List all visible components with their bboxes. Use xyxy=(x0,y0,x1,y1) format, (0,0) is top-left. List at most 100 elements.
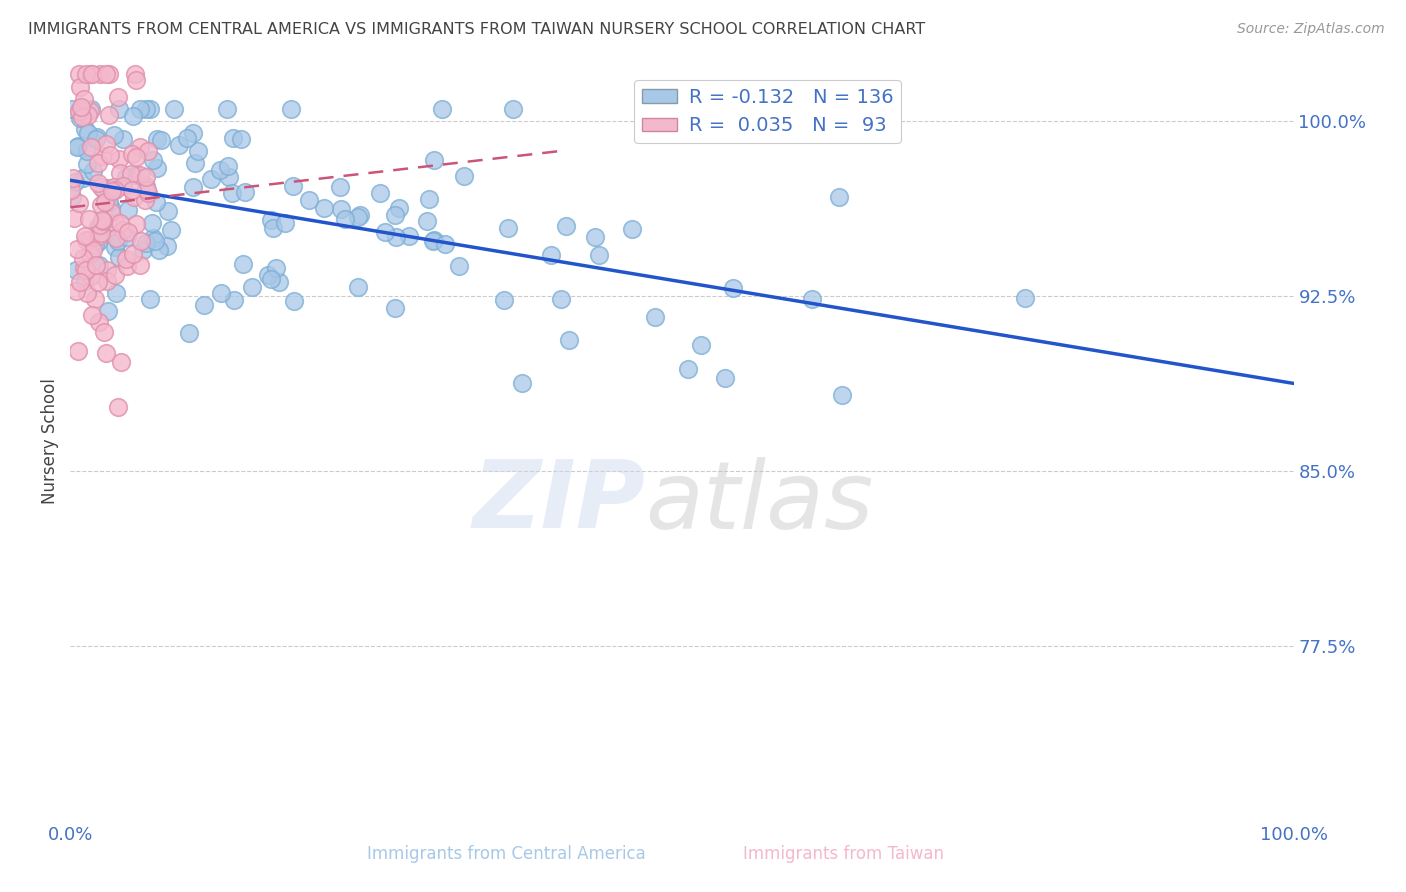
Point xyxy=(73,92,96,106)
Point xyxy=(347,211,370,225)
Point xyxy=(59,183,82,197)
Point xyxy=(117,230,139,244)
Text: Source: ZipAtlas.com: Source: ZipAtlas.com xyxy=(1237,22,1385,37)
Point xyxy=(176,131,198,145)
Point xyxy=(132,244,155,258)
Point xyxy=(63,175,86,189)
Point xyxy=(422,234,444,248)
Point xyxy=(77,126,100,140)
Point xyxy=(146,161,169,175)
Point xyxy=(60,189,83,203)
Point xyxy=(107,235,129,249)
Point xyxy=(502,102,524,116)
Point xyxy=(136,183,159,197)
Point xyxy=(583,229,606,244)
Point xyxy=(69,102,91,116)
Point xyxy=(274,216,297,230)
Point xyxy=(721,281,744,295)
Point xyxy=(76,157,98,171)
Point xyxy=(222,131,245,145)
Point xyxy=(75,67,97,81)
Point xyxy=(801,292,824,306)
Point xyxy=(91,149,114,163)
Point xyxy=(107,90,129,104)
Point xyxy=(588,248,610,262)
Point xyxy=(215,102,238,116)
Point xyxy=(75,263,97,277)
Point xyxy=(104,183,127,197)
Point xyxy=(200,172,222,186)
Point xyxy=(90,226,112,240)
Point xyxy=(103,180,125,194)
Text: Immigrants from Taiwan: Immigrants from Taiwan xyxy=(744,846,943,863)
Point xyxy=(104,230,127,244)
Point xyxy=(184,156,207,170)
Point xyxy=(124,67,146,81)
Point xyxy=(63,211,86,225)
Point xyxy=(67,67,90,81)
Point xyxy=(90,179,112,194)
Point xyxy=(264,260,287,275)
Point xyxy=(80,102,103,116)
Point xyxy=(129,102,152,116)
Point xyxy=(385,230,408,244)
Point xyxy=(138,186,160,201)
Point xyxy=(329,180,352,194)
Point xyxy=(87,176,110,190)
Point xyxy=(80,268,103,283)
Point xyxy=(141,216,163,230)
Point xyxy=(418,192,440,206)
Point xyxy=(128,258,150,272)
Text: IMMIGRANTS FROM CENTRAL AMERICA VS IMMIGRANTS FROM TAIWAN NURSERY SCHOOL CORRELA: IMMIGRANTS FROM CENTRAL AMERICA VS IMMIG… xyxy=(28,22,925,37)
Point xyxy=(107,401,129,415)
Point xyxy=(145,195,167,210)
Point xyxy=(370,186,392,200)
Point xyxy=(494,293,516,308)
Point xyxy=(75,121,97,136)
Point xyxy=(77,212,100,227)
Point xyxy=(60,102,83,116)
Point xyxy=(70,100,93,114)
Point xyxy=(97,304,120,318)
Point xyxy=(80,67,103,81)
Point xyxy=(87,229,110,244)
Point xyxy=(262,221,284,235)
Point xyxy=(257,268,280,282)
Point xyxy=(114,169,136,184)
Point xyxy=(146,132,169,146)
Point xyxy=(156,239,179,253)
Point xyxy=(66,139,89,153)
Point xyxy=(157,204,180,219)
Point xyxy=(111,223,134,237)
Point xyxy=(90,213,112,227)
Point xyxy=(93,215,115,229)
Point xyxy=(121,147,143,161)
Point xyxy=(117,225,139,239)
Point xyxy=(72,251,94,265)
Point xyxy=(87,258,110,272)
Point xyxy=(115,252,138,266)
Point xyxy=(112,178,135,193)
Point xyxy=(72,170,94,185)
Point xyxy=(70,110,93,124)
Point xyxy=(103,128,125,143)
Point xyxy=(94,194,117,209)
Point xyxy=(187,144,209,158)
Point xyxy=(281,178,304,193)
Point xyxy=(139,292,162,306)
Point xyxy=(77,233,100,247)
Point xyxy=(676,361,699,376)
Point xyxy=(104,285,127,300)
Point xyxy=(193,298,215,312)
Point xyxy=(75,233,97,247)
Point xyxy=(115,259,138,273)
Point xyxy=(222,293,245,308)
Point xyxy=(330,202,353,216)
Point xyxy=(714,371,737,385)
Point xyxy=(122,109,145,123)
Point xyxy=(96,262,118,277)
Point xyxy=(558,333,581,347)
Point xyxy=(90,198,112,212)
Point xyxy=(150,133,173,147)
Point xyxy=(62,171,84,186)
